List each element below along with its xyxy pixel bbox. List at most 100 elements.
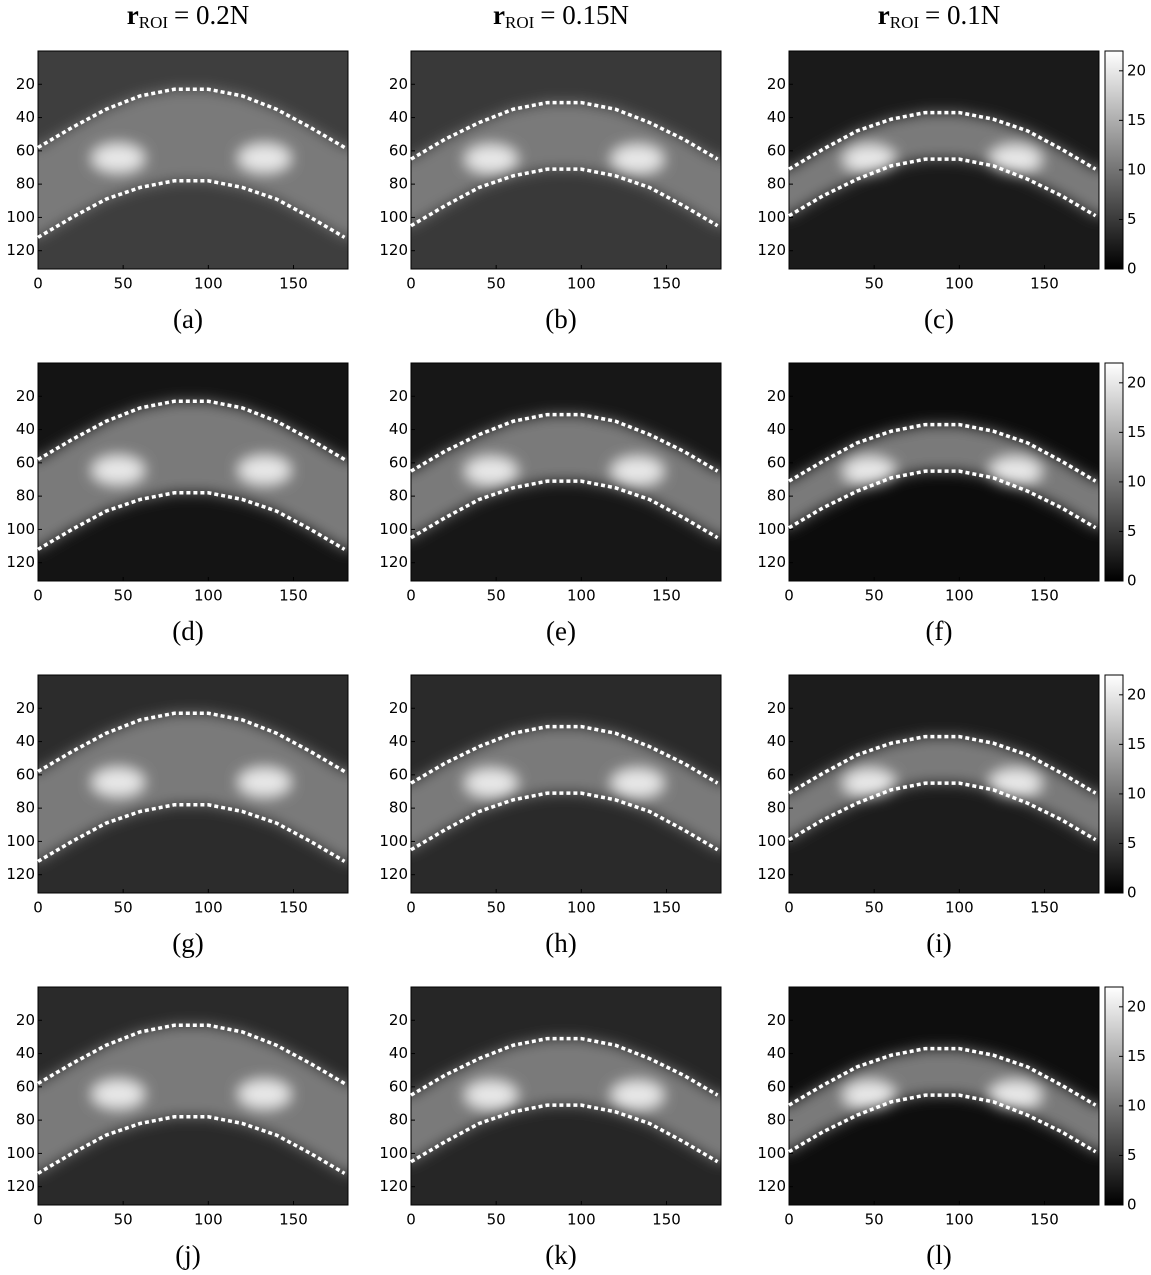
blur-layer bbox=[38, 89, 348, 238]
bright-spot bbox=[465, 769, 518, 798]
y-tick-label: 100 bbox=[757, 208, 786, 226]
panel-label: (k) bbox=[545, 1240, 576, 1270]
panel: 20 40 60 80 100 120 0 50 100 150 (i) 0 5 10 15 20 bbox=[757, 674, 1146, 958]
colorbar bbox=[1104, 674, 1124, 894]
y-tick-label: 20 bbox=[16, 699, 35, 717]
x-tick-label: 50 bbox=[487, 587, 506, 605]
blur-layer bbox=[411, 726, 721, 850]
panel-label: (l) bbox=[926, 1240, 951, 1270]
bright-spot bbox=[92, 1080, 145, 1109]
x-tick-label: 0 bbox=[784, 587, 794, 605]
panel-label: (h) bbox=[545, 928, 576, 958]
y-tick-label: 100 bbox=[379, 1144, 408, 1162]
band bbox=[789, 1048, 1099, 1152]
y-tick-label: 60 bbox=[16, 1077, 35, 1095]
panel: 20 40 60 80 100 120 0 50 100 150 (b) rROI = 0.15N bbox=[379, 0, 722, 334]
x-tick-label: 0 bbox=[33, 275, 43, 293]
colorbar-tick-label: 10 bbox=[1127, 472, 1146, 490]
panel-label: (d) bbox=[172, 616, 203, 646]
bright-spot bbox=[238, 456, 291, 485]
boundary-line bbox=[37, 711, 346, 774]
heatmap-image bbox=[789, 51, 1099, 269]
band bbox=[411, 1038, 721, 1162]
y-tick-label: 60 bbox=[16, 765, 35, 783]
boundary-line bbox=[410, 724, 719, 785]
colorbar-tick-label: 5 bbox=[1127, 1146, 1137, 1164]
y-tick-label: 100 bbox=[6, 520, 35, 538]
boundary-line bbox=[788, 781, 1097, 842]
blur-layer bbox=[789, 1048, 1099, 1152]
y-tick-label: 20 bbox=[389, 387, 408, 405]
band bbox=[789, 112, 1099, 216]
y-tick-label: 80 bbox=[389, 799, 408, 817]
y-tick-label: 100 bbox=[379, 832, 408, 850]
bright-spot bbox=[843, 457, 896, 486]
y-tick-label: 40 bbox=[389, 420, 408, 438]
plot-frame bbox=[410, 986, 722, 1206]
colorbar-tick-label: 10 bbox=[1127, 1096, 1146, 1114]
bright-spot bbox=[92, 456, 145, 485]
x-tick-label: 100 bbox=[194, 1211, 223, 1229]
panel: 20 40 60 80 100 120 0 50 100 150 (g) bbox=[6, 674, 349, 958]
x-tick-label: 0 bbox=[784, 899, 794, 917]
y-tick-label: 100 bbox=[6, 832, 35, 850]
heatmap-image bbox=[789, 987, 1099, 1205]
blur-layer bbox=[789, 424, 1099, 528]
y-tick-label: 40 bbox=[389, 1044, 408, 1062]
y-tick-label: 120 bbox=[379, 553, 408, 571]
colorbar-tick-label: 20 bbox=[1127, 61, 1146, 79]
x-tick-label: 100 bbox=[567, 1211, 596, 1229]
x-tick-label: 150 bbox=[279, 275, 308, 293]
y-tick-label: 120 bbox=[6, 1177, 35, 1195]
boundary-line bbox=[410, 791, 719, 852]
boundary-line bbox=[37, 1023, 346, 1086]
y-tick-label: 100 bbox=[379, 520, 408, 538]
y-tick-label: 40 bbox=[16, 1044, 35, 1062]
x-tick-label: 100 bbox=[194, 587, 223, 605]
colorbar-tick-label: 0 bbox=[1127, 1196, 1137, 1214]
y-tick-label: 80 bbox=[16, 175, 35, 193]
boundary-line bbox=[788, 1046, 1097, 1107]
x-tick-label: 0 bbox=[784, 1211, 794, 1229]
y-tick-label: 100 bbox=[757, 520, 786, 538]
x-tick-label: 150 bbox=[652, 1211, 681, 1229]
boundary-line bbox=[410, 1036, 719, 1097]
x-tick-label: 150 bbox=[279, 1211, 308, 1229]
colorbar-tick-label: 15 bbox=[1127, 423, 1146, 441]
y-tick-label: 60 bbox=[767, 453, 786, 471]
column-title: rROI = 0.2N bbox=[127, 0, 250, 32]
y-tick-label: 60 bbox=[16, 141, 35, 159]
x-tick-label: 50 bbox=[865, 275, 884, 293]
y-tick-label: 60 bbox=[389, 141, 408, 159]
bright-spot bbox=[989, 1081, 1042, 1110]
x-tick-label: 150 bbox=[279, 587, 308, 605]
y-tick-label: 120 bbox=[6, 553, 35, 571]
y-tick-label: 80 bbox=[767, 175, 786, 193]
y-tick-label: 80 bbox=[16, 1111, 35, 1129]
title-subscript: ROI bbox=[505, 13, 535, 32]
x-tick-label: 150 bbox=[652, 587, 681, 605]
y-tick-label: 80 bbox=[389, 1111, 408, 1129]
colorbar-tick-label: 10 bbox=[1127, 160, 1146, 178]
y-tick-label: 60 bbox=[389, 453, 408, 471]
x-tick-label: 150 bbox=[1030, 275, 1059, 293]
y-tick-label: 40 bbox=[767, 108, 786, 126]
title-rest: = 0.2N bbox=[174, 0, 249, 30]
y-tick-label: 40 bbox=[16, 108, 35, 126]
plot-frame bbox=[410, 674, 722, 894]
x-tick-label: 150 bbox=[652, 899, 681, 917]
y-tick-label: 60 bbox=[767, 141, 786, 159]
bright-spot bbox=[989, 457, 1042, 486]
y-tick-label: 120 bbox=[757, 553, 786, 571]
colorbar-tick-label: 0 bbox=[1127, 260, 1137, 278]
heatmap-image bbox=[38, 675, 348, 893]
boundary-line bbox=[410, 1103, 719, 1164]
x-tick-label: 100 bbox=[194, 275, 223, 293]
panel: 20 40 60 80 100 120 0 50 100 150 (f) 0 5 10 15 20 bbox=[757, 362, 1146, 646]
y-tick-label: 40 bbox=[389, 732, 408, 750]
boundary-line bbox=[788, 469, 1097, 530]
panel-label: (b) bbox=[545, 304, 576, 334]
bright-spot bbox=[238, 144, 291, 173]
panel-label: (j) bbox=[175, 1240, 200, 1270]
